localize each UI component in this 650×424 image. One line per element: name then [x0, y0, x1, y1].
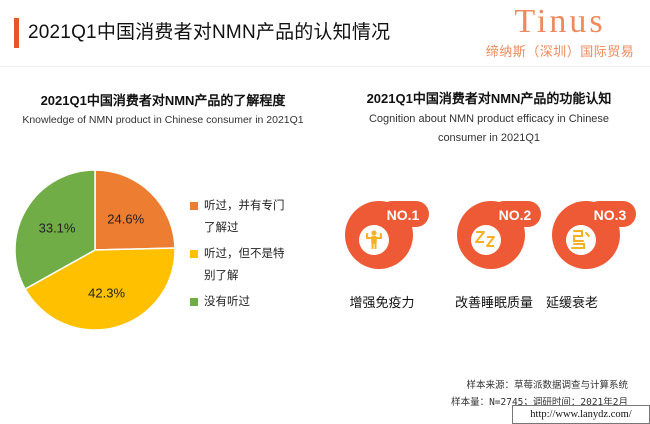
badge-rank-3: NO.3 [594, 207, 627, 223]
efficacy-label-3: 延缓衰老 [545, 295, 598, 310]
rank-badge-2: NO.2 [445, 183, 541, 279]
badge-tab-1 [379, 201, 429, 227]
badge-tab-2 [491, 201, 541, 227]
footer-source: 样本来源：草莓派数据调查与计算系统 [466, 380, 628, 391]
pie-chart: 24.6% 42.3% 33.1% [14, 169, 176, 331]
legend-item-1: 听过，并有专门 了解过 [190, 195, 330, 239]
legend-label-2b: 别了解 [204, 270, 239, 282]
efficacy-label-1: 增强免疫力 [349, 295, 415, 310]
brand-subtitle: 缔纳斯（深圳）国际贸易 [485, 44, 635, 59]
title-accent-bar [14, 18, 19, 48]
badge-rank-2: NO.2 [499, 207, 532, 223]
strength-person-icon [366, 230, 382, 249]
footer-sample: 样本量：N=2745；调研时间：2021年2月 [451, 397, 628, 408]
efficacy-label-2: 改善睡眠质量 [454, 295, 533, 310]
badge-tab-3 [586, 201, 636, 227]
pie-chart-title: 2021Q1中国消费者对NMN产品的了解程度 [40, 93, 286, 108]
pie-label-1: 24.6% [107, 211, 144, 226]
legend-item-3: 没有听过 [190, 291, 330, 313]
rank-badge-1: NO.1 [333, 183, 429, 279]
brand-name: Tinus [514, 3, 606, 40]
badge-rank-1: NO.1 [387, 207, 420, 223]
pie-slice-1 [94, 169, 176, 251]
legend-label-1a: 听过，并有专门 [204, 200, 285, 212]
legend-swatch-2 [190, 250, 198, 258]
efficacy-subtitle-line2: consumer in 2021Q1 [437, 132, 541, 144]
pie-label-3: 33.1% [39, 221, 76, 236]
pie-label-2: 42.3% [88, 285, 125, 300]
brand-logo: Tinus 缔纳斯（深圳）国际贸易 [480, 4, 640, 60]
rank-badge-3: NO.3 [540, 183, 636, 279]
badge-icon-bg-2 [471, 225, 501, 255]
sleep-zzz-icon [475, 231, 495, 247]
legend-swatch-3 [190, 298, 198, 306]
anti-aging-icon [571, 230, 590, 249]
efficacy-subtitle-line1: Cognition about NMN product efficacy in … [368, 113, 610, 125]
pie-slice-3 [14, 169, 96, 291]
legend-label-3a: 没有听过 [204, 296, 250, 308]
pie-legend: 听过，并有专门 了解过 听过，但不是特 别了解 没有听过 [190, 195, 330, 317]
header-divider [0, 66, 650, 67]
legend-label-1b: 了解过 [204, 222, 239, 234]
efficacy-subtitle: Cognition about NMN product efficacy in … [335, 110, 643, 148]
pie-chart-subtitle: Knowledge of NMN product in Chinese cons… [22, 114, 304, 126]
legend-label-2a: 听过，但不是特 [204, 248, 285, 260]
watermark-url: http://www.lanydz.com/ [512, 405, 650, 424]
legend-item-2: 听过，但不是特 别了解 [190, 243, 330, 287]
legend-swatch-1 [190, 202, 198, 210]
page-title: 2021Q1中国消费者对NMN产品的认知情况 [28, 22, 391, 43]
efficacy-title: 2021Q1中国消费者对NMN产品的功能认知 [366, 91, 612, 106]
